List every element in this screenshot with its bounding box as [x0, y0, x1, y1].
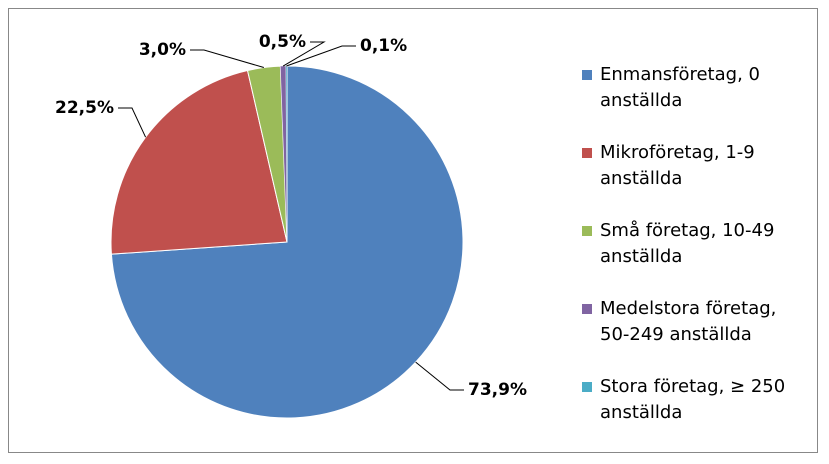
- legend-label: Enmansföretag, 0 anställda: [600, 64, 760, 111]
- legend-item: Enmansföretag, 0 anställda: [582, 62, 807, 140]
- chart-frame: [8, 8, 818, 453]
- legend-item: Stora företag, ≥ 250 anställda: [582, 374, 807, 452]
- data-label: 22,5%: [55, 98, 114, 118]
- pie-slice: [110, 69, 288, 255]
- leader-line: [282, 41, 326, 67]
- legend-label: Medelstora företag, 50-249 anställda: [600, 298, 777, 345]
- legend-item: Små företag, 10-49 anställda: [582, 218, 807, 296]
- leader-line: [190, 49, 264, 69]
- legend-swatch: [582, 304, 592, 314]
- data-label: 0,1%: [360, 36, 407, 56]
- legend-label: Mikroföretag, 1-9 anställda: [600, 142, 755, 189]
- legend-swatch: [582, 382, 592, 392]
- legend-swatch: [582, 226, 592, 236]
- data-label: 73,9%: [468, 380, 527, 400]
- leader-line: [286, 45, 356, 67]
- legend-label: Små företag, 10-49 anställda: [600, 220, 775, 267]
- data-label: 0,5%: [259, 32, 306, 52]
- legend-label: Stora företag, ≥ 250 anställda: [600, 376, 786, 423]
- legend-swatch: [582, 70, 592, 80]
- leader-line: [415, 361, 464, 391]
- legend-item: Medelstora företag, 50-249 anställda: [582, 296, 807, 374]
- legend-swatch: [582, 148, 592, 158]
- leader-line: [118, 107, 147, 138]
- legend-item: Mikroföretag, 1-9 anställda: [582, 140, 807, 218]
- legend: Enmansföretag, 0 anställda Mikroföretag, …: [582, 62, 807, 452]
- data-label: 3,0%: [139, 40, 186, 60]
